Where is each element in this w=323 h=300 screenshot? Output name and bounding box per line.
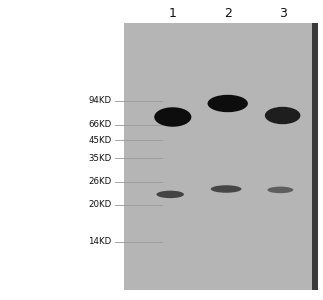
Text: 1: 1 [169, 7, 177, 20]
Ellipse shape [211, 185, 242, 193]
Text: 2: 2 [224, 7, 232, 20]
Ellipse shape [207, 95, 248, 112]
Text: 20KD: 20KD [88, 200, 111, 209]
Ellipse shape [157, 191, 184, 198]
Text: 94KD: 94KD [88, 96, 111, 105]
Ellipse shape [265, 107, 300, 124]
Text: 35KD: 35KD [88, 154, 111, 163]
Text: 14KD: 14KD [88, 237, 111, 246]
Text: 66KD: 66KD [88, 120, 111, 129]
Bar [124, 22, 318, 290]
Bar [312, 22, 318, 290]
Text: 26KD: 26KD [88, 177, 111, 186]
Ellipse shape [267, 187, 293, 193]
Text: 3: 3 [279, 7, 287, 20]
Text: 45KD: 45KD [88, 136, 111, 145]
Ellipse shape [154, 107, 191, 127]
